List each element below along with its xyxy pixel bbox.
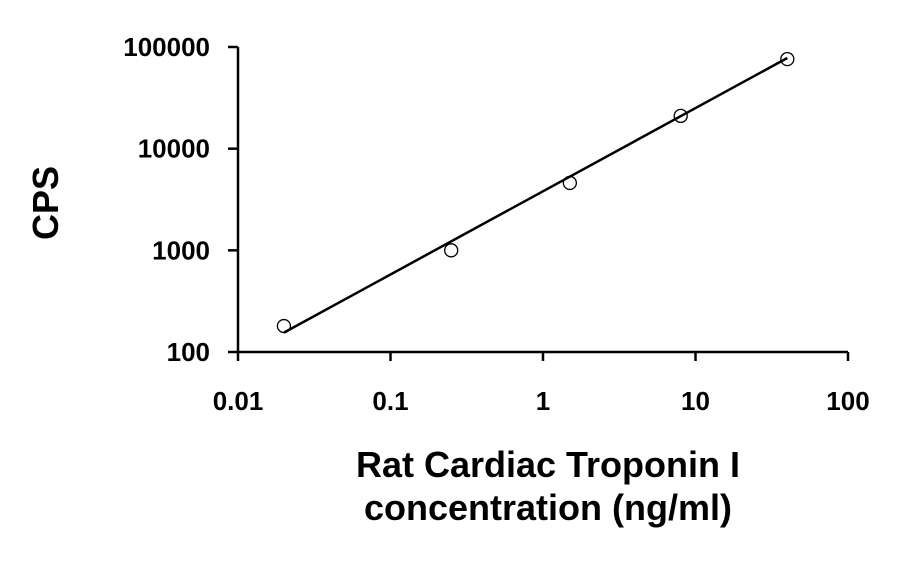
x-axis-title-line-1: Rat Cardiac Troponin I	[356, 444, 740, 485]
x-tick-label: 1	[536, 386, 550, 416]
x-tick-label: 10	[681, 386, 710, 416]
x-axis-ticks: 0.01 0.1 1 10 100	[213, 352, 870, 416]
x-tick-label: 0.1	[372, 386, 408, 416]
data-points	[276, 51, 795, 334]
x-tick-label: 0.01	[213, 386, 264, 416]
y-axis-title: CPS	[25, 166, 66, 240]
y-tick-label: 100	[167, 337, 210, 367]
x-axis-title-line-2: concentration (ng/ml)	[364, 487, 732, 528]
data-point	[444, 243, 459, 258]
x-tick-label: 100	[826, 386, 869, 416]
y-axis-ticks: 100 1000 10000 100000	[123, 32, 238, 367]
data-point	[276, 318, 292, 334]
y-tick-label: 10000	[138, 134, 210, 164]
fit-line	[283, 56, 788, 334]
data-point	[780, 51, 795, 67]
y-tick-label: 1000	[152, 235, 210, 265]
data-point	[673, 108, 688, 124]
data-point	[562, 175, 578, 191]
y-tick-label: 100000	[123, 32, 210, 62]
